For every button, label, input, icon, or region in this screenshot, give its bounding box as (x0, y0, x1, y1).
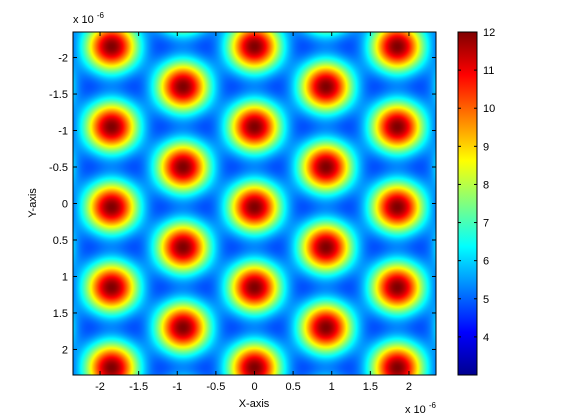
x-exponent-label: x 10 -6 (405, 401, 437, 416)
colorbar-tick-label: 12 (483, 27, 495, 39)
y-axis-label: Y-axis (27, 188, 39, 218)
plot-frame (72, 31, 437, 376)
colorbar-tick-label: 10 (483, 103, 495, 115)
colorbar-tick-label: 11 (483, 65, 494, 77)
y-tick-label: -2 (58, 53, 68, 65)
y-tick-label: -0.5 (49, 162, 68, 174)
y-tick-label: 0.5 (53, 235, 68, 247)
y-tick-label: -1 (58, 126, 68, 138)
y-tick-label: 2 (62, 344, 68, 356)
x-tick-label: -1 (172, 381, 182, 393)
x-tick-label: 0.5 (285, 381, 300, 393)
colorbar-tick-label: 7 (483, 218, 489, 230)
x-tick-label: 1 (329, 381, 335, 393)
colorbar: 4 5 6 7 8 9 10 11 12 (457, 27, 495, 376)
colorbar-gradient (457, 31, 478, 376)
y-exponent-base: x 10 (73, 14, 94, 26)
y-tick-label: -1.5 (49, 89, 68, 101)
y-tick-label: 1.5 (53, 308, 68, 320)
colorbar-ticks: 4 5 6 7 8 9 10 11 12 (458, 27, 495, 344)
colorbar-tick-label: 5 (483, 294, 489, 306)
y-tick-label: 0 (62, 199, 68, 211)
x-exponent-power: -6 (429, 401, 437, 410)
colorbar-tick-label: 9 (483, 141, 489, 153)
colorbar-tick-label: 4 (483, 332, 489, 344)
y-axis-ticks: -2 -1.5 -1 -0.5 0 0.5 1 1.5 2 (49, 53, 436, 356)
x-tick-label: 1.5 (363, 381, 378, 393)
x-tick-label: -2 (95, 381, 105, 393)
y-exponent-label: x 10 -6 (73, 11, 105, 26)
y-exponent-power: -6 (97, 11, 105, 20)
x-tick-label: -1.5 (129, 381, 148, 393)
x-tick-label: 0 (251, 381, 257, 393)
x-tick-label: 2 (406, 381, 412, 393)
x-axis-ticks: -2 -1.5 -1 -0.5 0 0.5 1 1.5 2 (95, 32, 412, 393)
x-axis-label: X-axis (239, 398, 270, 410)
heatmap-image (73, 32, 436, 375)
colorbar-tick-label: 6 (483, 256, 489, 268)
x-exponent-base: x 10 (405, 404, 426, 416)
y-tick-label: 1 (62, 271, 68, 283)
colorbar-tick-label: 8 (483, 179, 489, 191)
x-tick-label: -0.5 (206, 381, 225, 393)
plot-area: -2 -1.5 -1 -0.5 0 0.5 1 1.5 2 -2 -1.5 -1 -0.5 0 0.5 1 1… (49, 31, 437, 393)
